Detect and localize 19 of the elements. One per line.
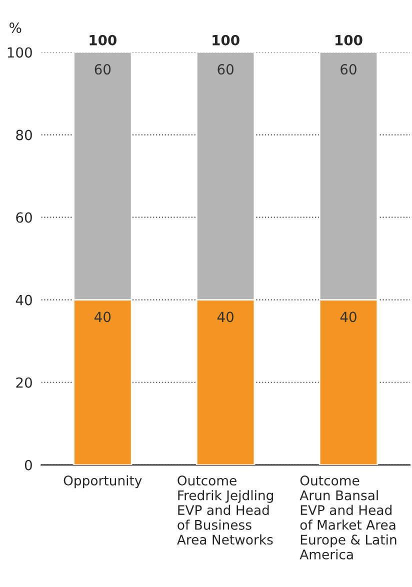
data-label: 40	[340, 312, 356, 322]
data-label: 60	[218, 64, 234, 75]
total-label: 100	[90, 34, 116, 46]
data-label: 60	[340, 64, 356, 75]
x-tick-label: Outcome Fredrik Jejdling EVP and Head of Business Area Networks	[177, 476, 274, 545]
x-tick-label: Outcome Arun Bansal EVP and Head of Market Area Europe & Latin America	[300, 476, 396, 560]
y-tick-label: 60	[16, 212, 32, 223]
y-tick-label: 40	[16, 294, 32, 306]
x-tick-label: Opportunity	[64, 475, 142, 488]
data-label: 60	[94, 64, 111, 75]
data-label: 40	[94, 312, 111, 322]
y-tick-label: 100	[8, 47, 32, 58]
y-axis-title: %	[10, 22, 22, 34]
total-label: 100	[336, 34, 362, 46]
data-label: 40	[217, 312, 234, 322]
y-tick-label: 20	[16, 377, 32, 388]
y-tick-label: 80	[16, 130, 32, 140]
y-tick-label: 0	[24, 460, 32, 470]
total-label: 100	[212, 34, 240, 46]
